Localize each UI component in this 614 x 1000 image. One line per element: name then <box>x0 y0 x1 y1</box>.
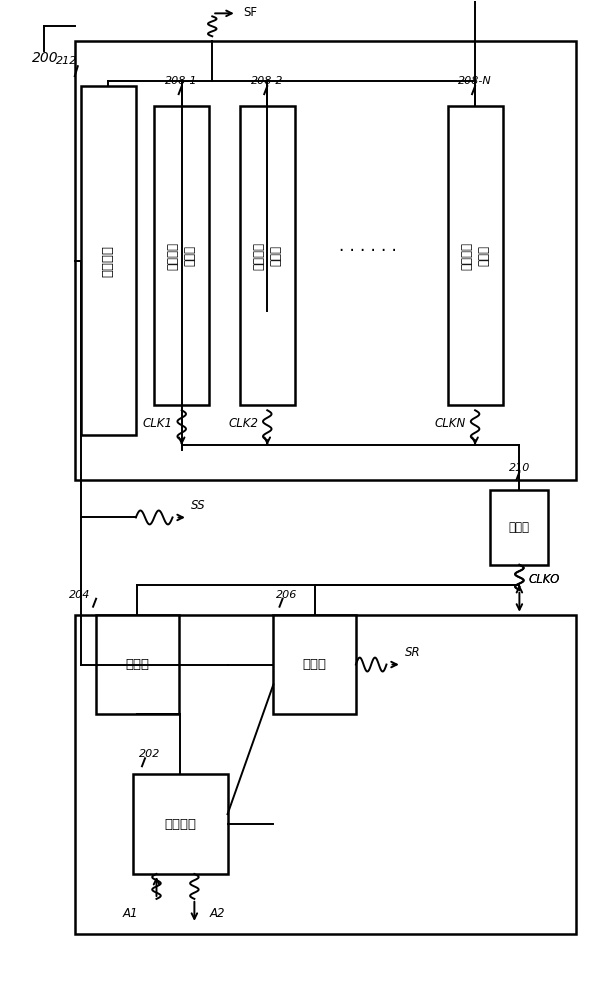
Bar <box>491 490 548 565</box>
Text: 208-1: 208-1 <box>165 76 198 86</box>
Bar <box>154 106 209 405</box>
Text: 接收器: 接收器 <box>303 658 327 671</box>
Text: 208-N: 208-N <box>458 76 492 86</box>
Text: 208-2: 208-2 <box>251 76 284 86</box>
Text: 时钟脉冲
产生器: 时钟脉冲 产生器 <box>166 242 196 270</box>
Text: 微控制器: 微控制器 <box>102 245 115 277</box>
Text: 时钟脉冲
产生器: 时钟脉冲 产生器 <box>460 242 490 270</box>
Bar <box>273 615 356 714</box>
Bar <box>75 41 576 480</box>
Bar <box>81 86 136 435</box>
Text: 204: 204 <box>69 590 90 600</box>
Text: 发射器: 发射器 <box>125 658 149 671</box>
Text: SF: SF <box>243 6 257 19</box>
Text: 触控装置: 触控装置 <box>164 818 196 831</box>
Text: 206: 206 <box>276 590 298 600</box>
Text: 切换器: 切换器 <box>509 521 530 534</box>
Text: CLK1: CLK1 <box>142 417 173 430</box>
Text: 202: 202 <box>139 749 160 759</box>
Bar <box>448 106 503 405</box>
Text: A1: A1 <box>123 907 138 920</box>
Text: 210: 210 <box>509 463 530 473</box>
Text: SR: SR <box>405 646 421 659</box>
Text: . . . . . .: . . . . . . <box>340 237 397 255</box>
Text: 时钟脉冲
产生器: 时钟脉冲 产生器 <box>252 242 282 270</box>
Text: CLKO: CLKO <box>529 573 560 586</box>
Text: SS: SS <box>191 499 206 512</box>
Bar <box>75 615 576 934</box>
Text: CLK2: CLK2 <box>228 417 258 430</box>
Text: 212: 212 <box>56 56 78 66</box>
Text: CLKO: CLKO <box>529 573 560 586</box>
Bar <box>239 106 295 405</box>
Bar <box>96 615 179 714</box>
Bar <box>133 774 228 874</box>
Text: 200: 200 <box>32 51 58 65</box>
Text: CLKN: CLKN <box>435 417 466 430</box>
Text: A2: A2 <box>209 907 225 920</box>
